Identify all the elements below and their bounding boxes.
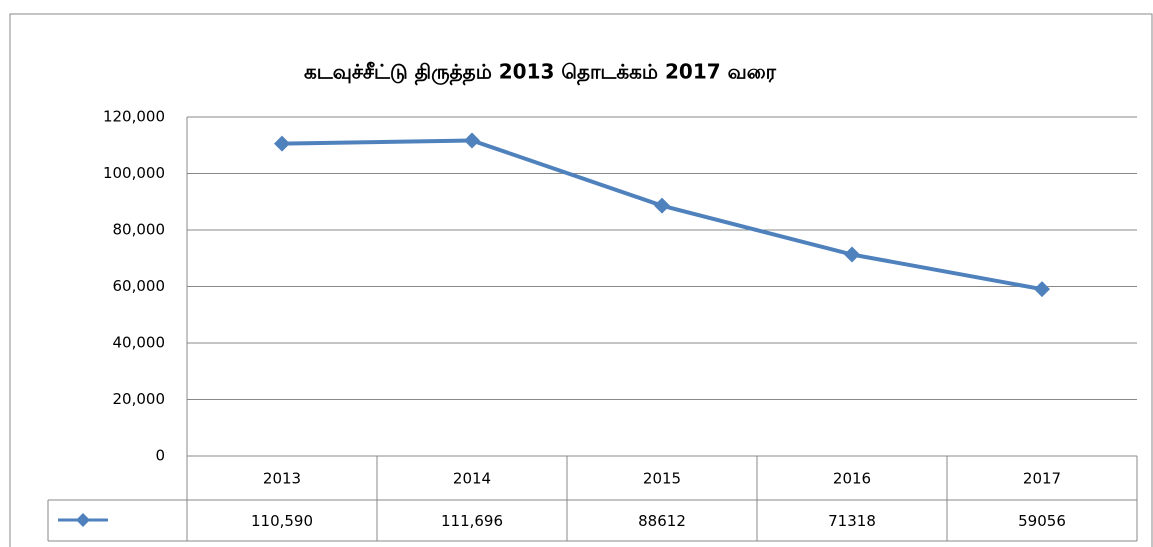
marker [1034, 281, 1050, 298]
y-tick-label: 80,000 [113, 221, 166, 239]
x-tick-label: 2013 [263, 470, 301, 488]
x-tick-label: 2016 [833, 470, 871, 488]
x-tick-label: 2015 [643, 470, 681, 488]
table-value: 111,696 [441, 512, 503, 530]
y-tick-label: 120,000 [103, 108, 165, 126]
y-tick-label: 100,000 [103, 164, 165, 182]
chart-border [9, 13, 1153, 547]
marker [274, 135, 290, 152]
table-value: 59056 [1018, 512, 1066, 530]
y-tick-label: 0 [155, 447, 165, 465]
x-tick-label: 2014 [453, 470, 491, 488]
marker [844, 246, 860, 263]
chart-title: கடவுச்சீட்டு திருத்தம் 2013 தொடக்கம் 201… [304, 60, 777, 86]
y-tick-label: 20,000 [113, 390, 166, 408]
table-value: 71318 [828, 512, 876, 530]
legend-marker [76, 513, 90, 527]
marker [654, 197, 670, 214]
y-tick-label: 60,000 [113, 277, 166, 295]
table-value: 88612 [638, 512, 686, 530]
table-value: 110,590 [251, 512, 313, 530]
x-tick-label: 2017 [1023, 470, 1061, 488]
y-tick-label: 40,000 [113, 334, 166, 352]
marker [464, 132, 480, 149]
